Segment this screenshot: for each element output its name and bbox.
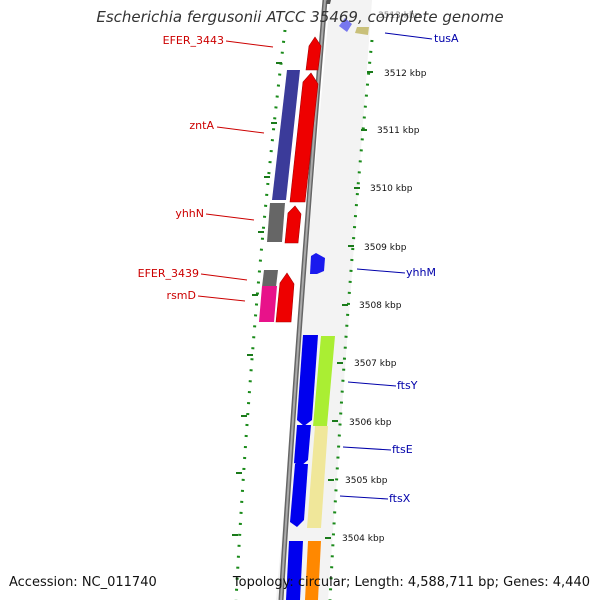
gene-label-EFER_3443[interactable]: EFER_3443 — [163, 34, 224, 47]
gene-zntA[interactable] — [289, 72, 319, 203]
kbp-label: 3507 kbp — [354, 359, 397, 369]
gene-rsmD[interactable] — [259, 286, 277, 322]
kbp-label: 3508 kbp — [359, 301, 402, 311]
gene-ftsE[interactable] — [294, 425, 311, 466]
gene-bottom-blue[interactable] — [286, 541, 303, 600]
gene-bottom-orange[interactable] — [305, 541, 321, 600]
gene-zntA-block[interactable] — [272, 70, 300, 200]
kbp-label: 3512 kbp — [384, 69, 427, 79]
gene-EFER_3439[interactable] — [262, 270, 278, 287]
gene-tusA[interactable] — [355, 27, 369, 35]
right-major-ticks — [325, 71, 373, 539]
gene-label-rsmD[interactable]: rsmD — [167, 289, 196, 302]
map-title: Escherichia fergusonii ATCC 35469, compl… — [96, 8, 504, 26]
gene-yhhN-block[interactable] — [267, 203, 285, 242]
gene-ftsY[interactable] — [297, 335, 318, 426]
gene-yhhM[interactable] — [310, 253, 325, 274]
left-major-ticks — [232, 62, 282, 536]
gene-label-ftsE[interactable]: ftsE — [392, 443, 413, 456]
gene-label-EFER_3439[interactable]: EFER_3439 — [138, 267, 199, 280]
gene-ftsX-yellow[interactable] — [307, 426, 328, 528]
right-leaders — [339, 32, 433, 500]
kbp-label: 3509 kbp — [364, 243, 407, 253]
gene-yhhN[interactable] — [284, 205, 302, 244]
left-leaders — [197, 40, 274, 302]
gene-label-zntA[interactable]: zntA — [189, 119, 214, 132]
gene-EFER_3443[interactable] — [305, 36, 322, 71]
accession-text: Accession: NC_011740 — [9, 575, 157, 590]
gene-ftsY-green[interactable] — [313, 336, 335, 426]
gene-features[interactable] — [259, 0, 369, 600]
kbp-label: 3504 kbp — [342, 534, 385, 544]
gene-label-yhhM[interactable]: yhhM — [406, 266, 436, 279]
gene-label-ftsX[interactable]: ftsX — [389, 492, 411, 505]
kbp-label: 3506 kbp — [349, 418, 392, 428]
topology-text: Topology: circular; Length: 4,588,711 bp… — [232, 575, 590, 590]
kbp-label: 3510 kbp — [370, 184, 413, 194]
kbp-label: 3505 kbp — [345, 476, 388, 486]
kbp-label: 3513 kbp — [378, 11, 421, 21]
gene-rsmD-arrow[interactable] — [275, 272, 295, 323]
kbp-label: 3511 kbp — [377, 126, 420, 136]
gene-label-tusA[interactable]: tusA — [434, 32, 459, 45]
gene-tusA-arrow[interactable] — [339, 18, 352, 32]
gene-ftsX[interactable] — [290, 464, 308, 527]
gene-label-ftsY[interactable]: ftsY — [397, 379, 418, 392]
gene-label-yhhN[interactable]: yhhN — [175, 207, 204, 220]
